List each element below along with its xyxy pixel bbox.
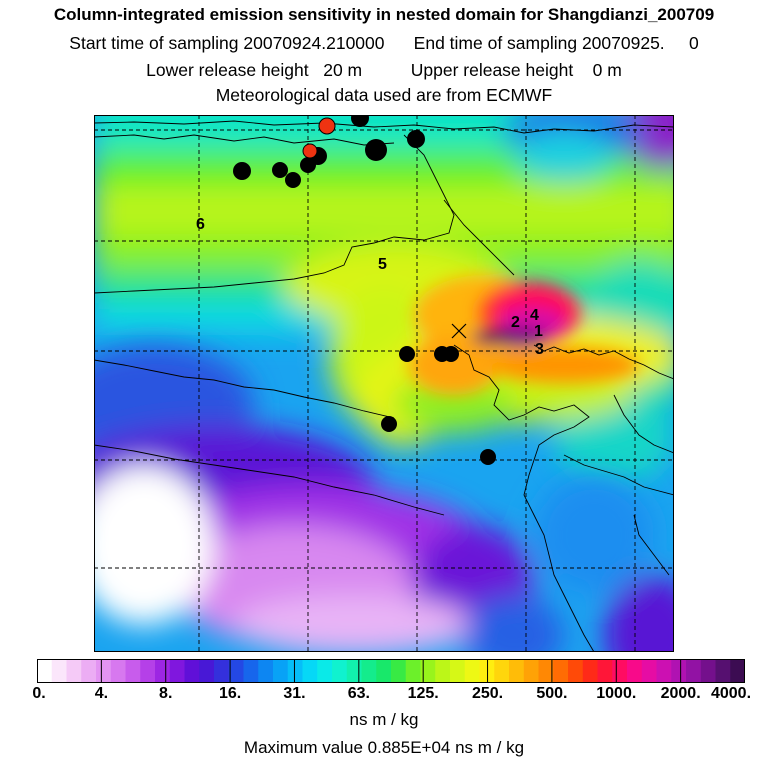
- colorbar-tick-label: 1000.: [596, 685, 637, 702]
- colorbar-cell: [302, 659, 318, 683]
- colorbar-cell: [376, 659, 392, 683]
- colorbar-tick-label: 250.: [471, 685, 504, 702]
- sensitivity-field: 1 2 3 4 5 6: [94, 115, 674, 652]
- trajectory-dot: [407, 130, 425, 148]
- colorbar-cell: [464, 659, 481, 683]
- lat-lon-grid: [94, 115, 674, 652]
- colorbar-cell: [568, 659, 584, 683]
- colorbar-cell: [214, 659, 230, 683]
- colorbar-cell: [686, 659, 702, 683]
- colorbar-cell: [405, 659, 422, 683]
- receptor-marker: [451, 323, 467, 339]
- sampling-time-text: Start time of sampling 20070924.210000 E…: [69, 33, 699, 53]
- release-label-5: 5: [378, 256, 387, 273]
- trajectory-dot: [285, 172, 301, 188]
- colorbar-cell: [730, 659, 745, 683]
- colorbar-tick-label: 4000.: [710, 685, 752, 702]
- colorbar-cell: [656, 659, 672, 683]
- release-label-1: 1: [534, 323, 543, 340]
- colorbar-cell: [317, 659, 333, 683]
- colorbar-tick-label: 500.: [536, 685, 568, 702]
- colorbar-tick-label: 8.: [159, 685, 173, 702]
- colorbar-tick-label: 4.: [94, 685, 109, 702]
- release-label-6: 6: [196, 216, 205, 233]
- colorbar-cell: [96, 659, 112, 683]
- colorbar-cell: [199, 659, 215, 683]
- meteorological-data-text: Meteorological data used are from ECMWF: [215, 85, 553, 105]
- trajectory-dot: [381, 416, 397, 432]
- colorbar-cell: [243, 659, 259, 683]
- colorbar-cell: [509, 659, 525, 683]
- trajectory-dot: [480, 449, 496, 465]
- trajectory-dot: [365, 139, 387, 161]
- colorbar-cell: [420, 659, 436, 683]
- map-title: Column-integrated emission sensitivity i…: [53, 5, 715, 24]
- release-height-text: Lower release height 20 m Upper release …: [146, 60, 622, 80]
- colorbar-tick-label: 16.: [218, 685, 242, 702]
- colorbar-cell: [671, 659, 687, 683]
- maximum-value-text: Maximum value 0.885E+04 ns m / kg: [243, 738, 525, 757]
- colorbar-cell: [597, 659, 613, 683]
- colorbar-cell: [287, 659, 304, 683]
- colorbar-tick-label: 2000.: [660, 685, 701, 702]
- release-label-3: 3: [535, 341, 544, 358]
- colorbar-unit: ns m / kg: [349, 710, 419, 729]
- colorbar-cell: [37, 659, 53, 683]
- colorbar-tick-label: 63.: [347, 685, 370, 702]
- colorbar-cell: [51, 659, 68, 683]
- trajectory-dot: [233, 162, 251, 180]
- colorbar-cell: [523, 659, 540, 683]
- colorbar-cell: [627, 659, 643, 683]
- colorbar-cell: [125, 659, 141, 683]
- colorbar-cell: [228, 659, 245, 683]
- colorbar-cell: [450, 659, 466, 683]
- colorbar-cell: [553, 659, 569, 683]
- colorbar-tick-label: 31.: [283, 685, 306, 702]
- trajectory-markers: [233, 115, 496, 465]
- colorbar-cell: [155, 659, 171, 683]
- colorbar-cell: [184, 659, 200, 683]
- colorbar-cell: [361, 659, 377, 683]
- trajectory-dot: [443, 346, 459, 362]
- colorbar-cell: [66, 659, 82, 683]
- colorbar-cell: [435, 659, 451, 683]
- trajectory-dot: [351, 115, 369, 127]
- emission-sensitivity-map: 1 2 3 4 5 6: [94, 115, 674, 652]
- colorbar-cell: [332, 659, 348, 683]
- colorbar-cell: [81, 659, 97, 683]
- colorbar-tick-label: 0.: [32, 685, 46, 702]
- colorbar-cell: [700, 659, 717, 683]
- colorbar-cell: [715, 659, 731, 683]
- colorbar-cell: [140, 659, 156, 683]
- colorbar-cell: [273, 659, 289, 683]
- colorbar-cell: [582, 659, 599, 683]
- trajectory-dot: [272, 162, 288, 178]
- colorbar-cell: [258, 659, 274, 683]
- trajectory-red-dot: [302, 143, 318, 159]
- release-label-4: 4: [530, 307, 539, 324]
- colorbar-cell: [391, 659, 407, 683]
- colorbar-cell: [110, 659, 127, 683]
- colorbar-cell: [346, 659, 363, 683]
- colorbar-cell: [538, 659, 554, 683]
- trajectory-dot: [399, 346, 415, 362]
- colorbar-cell: [641, 659, 658, 683]
- colorbar-cell: [169, 659, 186, 683]
- release-label-2: 2: [511, 314, 520, 331]
- colorbar-tick-label: 125.: [407, 685, 439, 702]
- colorbar-cell: [612, 659, 628, 683]
- trajectory-red-dot: [318, 117, 336, 135]
- colorbar: [37, 659, 745, 683]
- colorbar-cell: [494, 659, 510, 683]
